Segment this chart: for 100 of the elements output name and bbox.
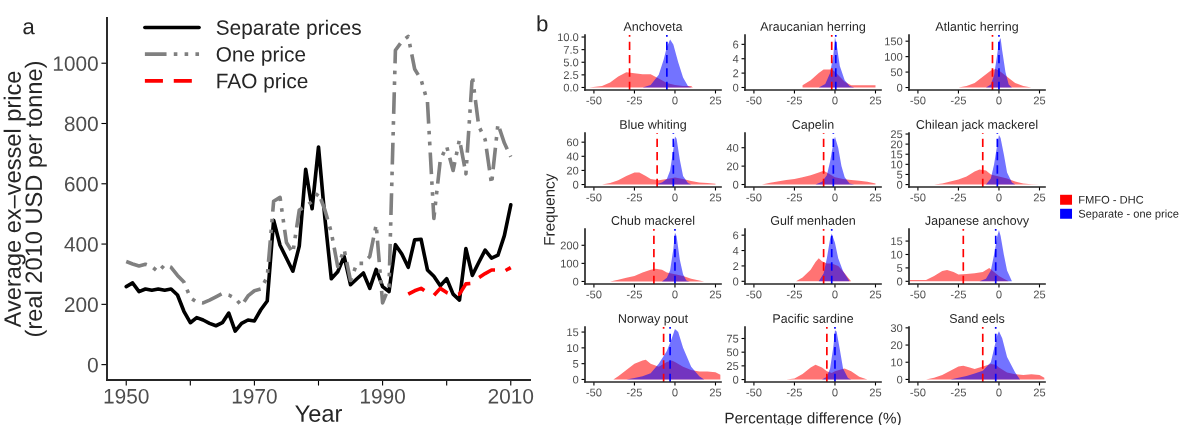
line-series [124, 145, 513, 333]
chart-title: Atlantic herring [935, 21, 1018, 34]
x-tick-label: -50 [586, 193, 602, 202]
x-axis-title: Year [295, 405, 342, 422]
chart-title: Chilean jack mackerel [916, 119, 1038, 132]
x-tick-label: -50 [910, 290, 926, 299]
x-tick-label: 25 [1033, 290, 1046, 299]
y-tick-label: 40 [726, 143, 739, 152]
y-tick-label: 0 [897, 375, 903, 384]
y-tick-label: 4 [732, 55, 739, 63]
x-tick-label: 25 [1033, 96, 1046, 105]
y-tick-label: 0 [733, 83, 739, 92]
chart-title: Araucanian herring [760, 21, 866, 34]
y-tick-label: 5 [573, 360, 579, 368]
x-tick-label: 25 [869, 290, 882, 299]
y-tick-label: 60 [566, 138, 579, 147]
y-tick-label: 25 [890, 130, 903, 139]
y-tick-label: 200 [64, 297, 98, 313]
text: b [537, 15, 548, 32]
y-tick-label: 0 [573, 277, 579, 286]
y-tick-label: 1000 [53, 56, 98, 71]
x-tick-label: 1970 [232, 388, 277, 404]
legend-label: One price [216, 46, 306, 66]
chart-title: Sand eels [949, 313, 1005, 323]
x-tick-label: 0 [996, 388, 1002, 397]
legend-label: Separate prices [216, 19, 361, 40]
y-tick-label: 6 [733, 40, 739, 49]
y-tick-label: 50 [726, 348, 739, 357]
x-tick-label: -25 [950, 193, 966, 202]
x-tick-label: 25 [709, 290, 722, 299]
chart-title: Japanese anchovy [925, 215, 1030, 228]
y-tick-label: 600 [64, 176, 98, 192]
x-tick-label: -25 [626, 388, 642, 397]
y-tick-label: 0 [897, 83, 903, 92]
y-axis-title: Average ex–vessel price (real 2010 USD per tonne) [3, 61, 47, 336]
x-tick-label: 2010 [488, 388, 534, 404]
y-tick-label: 10.0 [557, 33, 579, 42]
x-tick-label: -50 [910, 388, 926, 397]
x-tick-label: 1990 [361, 388, 405, 404]
x-tick-label: 1950 [104, 388, 149, 404]
x-tick-label: 25 [869, 388, 882, 397]
x-tick-label: -25 [626, 96, 642, 105]
x-tick-label: 0 [996, 290, 1002, 299]
x-tick-label: -25 [786, 290, 802, 299]
y-tick-label: 20 [566, 166, 579, 175]
chart-title: Gulf menhaden [770, 215, 855, 225]
x-tick-label: -50 [586, 290, 602, 299]
y-tick-label: 400 [64, 237, 98, 252]
y-tick-label: 4 [732, 246, 739, 255]
x-tick-label: 0 [672, 96, 678, 105]
y-tick-label: 6 [733, 231, 739, 240]
y-tick-label: 25 [726, 362, 739, 370]
y-tick-label: 2 [733, 262, 739, 270]
x-tick-label: 25 [1033, 193, 1046, 202]
y-tick-label: 15 [891, 237, 903, 246]
x-tick-label: 25 [1033, 388, 1046, 397]
x-tick-label: -25 [950, 388, 966, 397]
chart-title: Blue whiting [620, 119, 686, 132]
x-tick-label: -25 [786, 193, 802, 202]
y-tick-label: 5 [897, 170, 903, 179]
x-tick-label: -50 [586, 388, 602, 397]
x-tick-label: -50 [746, 290, 762, 299]
y-tick-label: 20 [890, 341, 903, 350]
y-tick-label: 0 [733, 375, 739, 384]
x-tick-label: 25 [709, 193, 722, 202]
y-tick-label: 0.0 [563, 83, 579, 92]
y-tick-label: 5.0 [563, 58, 579, 67]
x-tick-label: -25 [950, 96, 966, 105]
y-tick-label: 0 [573, 180, 579, 189]
x-tick-label: 25 [869, 96, 882, 105]
chart-title: Capelin [792, 119, 834, 132]
y-tick-label: 0 [897, 180, 903, 189]
y-tick-label: 0 [733, 277, 739, 286]
y-tick-label: 15 [567, 328, 579, 337]
chart-title: Anchoveta [623, 21, 683, 31]
chart-title: Norway pout [618, 314, 688, 326]
y-tick-label: 2 [733, 69, 739, 78]
y-tick-label: 30 [890, 324, 903, 332]
legend-label: FAO price [217, 73, 308, 93]
y-tick-label: 5 [897, 264, 903, 273]
y-tick-label: 20 [890, 140, 903, 149]
y-tick-label: 2.5 [563, 71, 579, 79]
y-tick-label: 100 [885, 52, 903, 61]
y-tick-label: 0 [573, 375, 579, 384]
x-tick-label: -50 [746, 96, 762, 105]
x-tick-label: -25 [626, 290, 642, 299]
x-tick-label: 0 [832, 290, 838, 299]
x-tick-label: 0 [672, 290, 678, 299]
y-tick-label: 0 [897, 277, 903, 286]
x-tick-label: -50 [746, 388, 762, 397]
y-tick-label: 75 [726, 334, 739, 343]
x-tick-label: 0 [672, 388, 678, 397]
x-tick-label: -50 [910, 193, 926, 202]
x-tick-label: 0 [996, 96, 1002, 105]
y-tick-label: 200 [560, 241, 579, 250]
x-tick-label: 0 [832, 193, 838, 202]
y-tick-label: 20 [726, 162, 739, 171]
y-tick-label: 150 [885, 37, 903, 46]
x-tick-label: -50 [746, 193, 762, 202]
y-tick-label: 40 [566, 152, 579, 161]
